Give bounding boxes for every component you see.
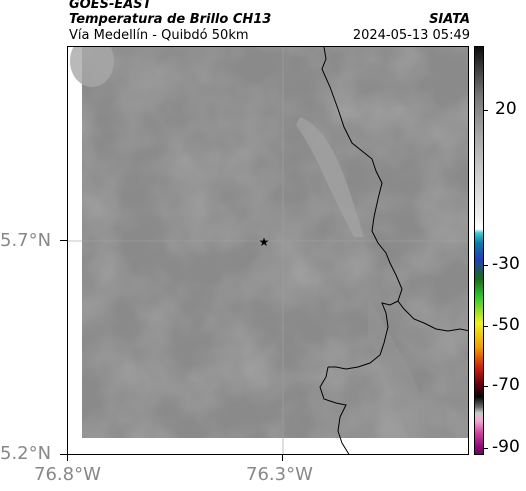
cb-tick xyxy=(484,110,488,111)
cb-label-minus90: -90 xyxy=(492,437,520,457)
product-title: Temperatura de Brillo CH13 xyxy=(69,12,272,27)
temperature-colorbar xyxy=(474,46,484,455)
lon-label-76-8: 76.8°W xyxy=(34,464,101,485)
cb-tick xyxy=(484,265,488,266)
star-marker: ★ xyxy=(259,235,270,249)
datetime-label: 2024-05-13 05:49 xyxy=(352,28,470,43)
region-label: Vía Medellín - Quibdó 50km xyxy=(69,28,249,43)
border-line-north xyxy=(321,47,468,332)
lon-tick xyxy=(67,455,68,461)
border-line-south xyxy=(319,366,350,454)
cb-label-minus30: -30 xyxy=(492,254,520,274)
cb-label-minus50: -50 xyxy=(492,315,520,335)
cb-tick xyxy=(484,448,488,449)
cb-label-minus70: -70 xyxy=(492,375,520,395)
cb-tick xyxy=(484,386,488,387)
lat-tick xyxy=(60,454,67,455)
lat-label-5-2: 5.2°N xyxy=(0,443,52,464)
lat-tick xyxy=(60,240,67,241)
agency-label: SIATA xyxy=(429,12,470,27)
map-svg: ★ xyxy=(68,47,468,454)
lon-label-76-3: 76.3°W xyxy=(246,464,313,485)
satellite-label: GOES-EAST xyxy=(69,0,152,12)
lon-tick xyxy=(282,455,283,461)
lat-label-5-7: 5.7°N xyxy=(0,230,52,251)
cb-tick xyxy=(484,326,488,327)
satellite-map[interactable]: ★ xyxy=(67,46,469,455)
cb-label-20: 20 xyxy=(495,99,517,119)
